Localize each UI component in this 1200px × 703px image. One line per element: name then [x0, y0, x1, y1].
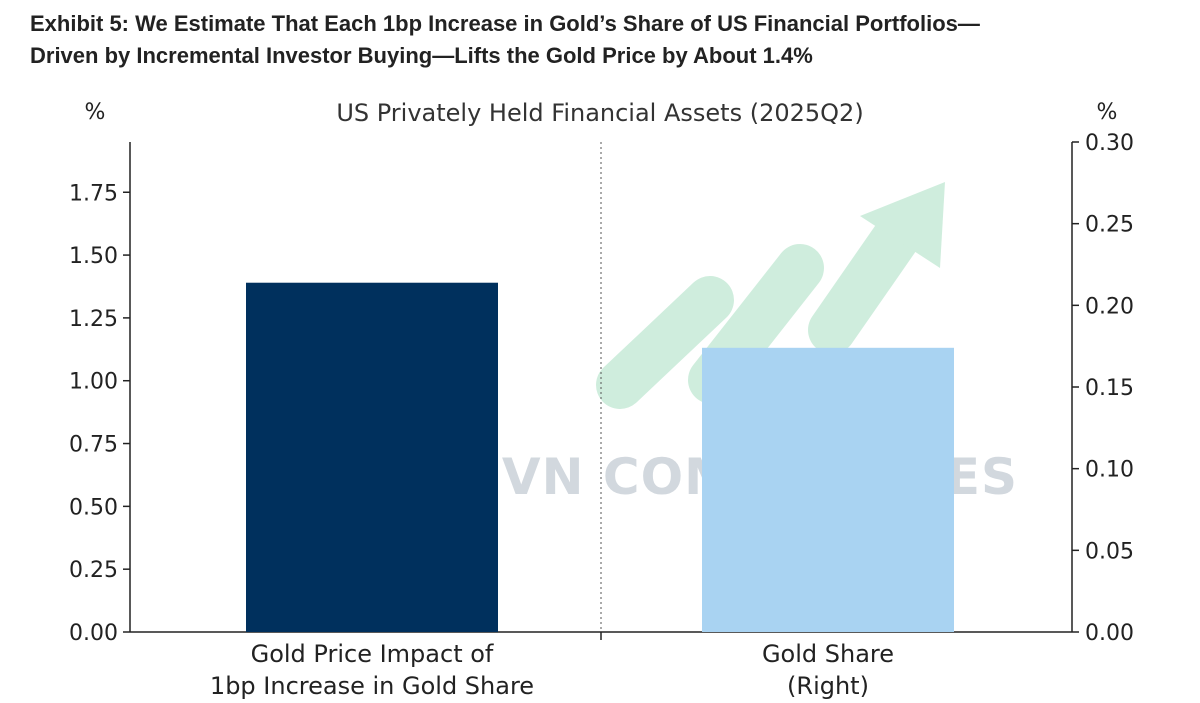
category-label-2-line-2: (Right) — [787, 672, 869, 700]
category-label-1-line-1: Gold Price Impact of — [251, 640, 494, 668]
exhibit-title-line-1: Exhibit 5: We Estimate That Each 1bp Inc… — [30, 11, 980, 36]
watermark-arrow-head — [860, 182, 945, 268]
left-tick-label: 1.25 — [69, 307, 118, 332]
bars — [246, 282, 954, 632]
watermark-stroke-3 — [808, 208, 924, 354]
right-tick-label: 0.20 — [1085, 294, 1134, 319]
right-axis: 0.00 0.05 0.10 0.15 0.20 0.25 0.30 — [1071, 131, 1134, 646]
left-tick-label: 0.00 — [69, 621, 118, 646]
left-tick-label: 1.50 — [69, 244, 118, 269]
left-axis-label: % — [85, 100, 106, 125]
category-label-2-line-1: Gold Share — [762, 640, 894, 668]
bar-1 — [246, 282, 498, 632]
left-tick-label: 0.75 — [69, 433, 118, 458]
left-tick-label: 1.75 — [69, 181, 118, 206]
right-tick-label: 0.15 — [1085, 376, 1134, 401]
chart-subtitle: US Privately Held Financial Assets (2025… — [336, 99, 863, 127]
category-label-1-line-2: 1bp Increase in Gold Share — [210, 672, 534, 700]
right-axis-label: % — [1097, 100, 1118, 125]
right-tick-label: 0.25 — [1085, 213, 1134, 238]
right-tick-label: 0.00 — [1085, 621, 1134, 646]
exhibit-title-line-2: Driven by Incremental Investor Buying—Li… — [30, 43, 813, 68]
left-axis: 0.00 0.25 0.50 0.75 1.00 1.25 1.50 1.75 — [69, 142, 131, 646]
left-tick-label: 1.00 — [69, 370, 118, 395]
left-tick-label: 0.50 — [69, 495, 118, 520]
exhibit-title: Exhibit 5: We Estimate That Each 1bp Inc… — [30, 8, 1180, 72]
right-tick-label: 0.10 — [1085, 458, 1134, 483]
category-labels: Gold Price Impact of 1bp Increase in Gol… — [210, 640, 894, 700]
left-tick-label: 0.25 — [69, 558, 118, 583]
right-tick-label: 0.30 — [1085, 131, 1134, 156]
watermark-stroke-1 — [596, 276, 734, 409]
right-tick-label: 0.05 — [1085, 539, 1134, 564]
bar-2 — [702, 347, 954, 632]
